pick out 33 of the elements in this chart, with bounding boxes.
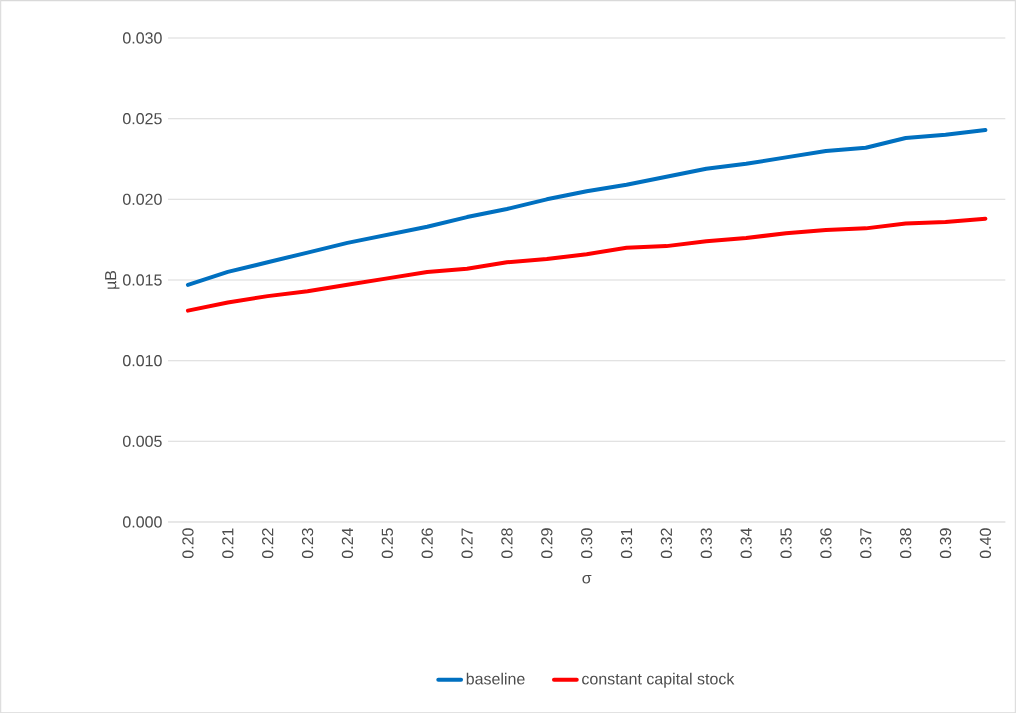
- x-tick-label: 0.30: [581, 528, 593, 558]
- x-tick-label: 0.21: [222, 528, 234, 558]
- y-tick-label: 0.015: [122, 274, 162, 286]
- y-tick-label: 0.000: [122, 516, 162, 528]
- x-tick-label: 0.33: [700, 528, 712, 558]
- x-tick-label: 0.34: [740, 527, 752, 558]
- x-tick-label: 0.31: [620, 528, 633, 558]
- x-tick-label: 0.32: [660, 528, 673, 558]
- y-tick-label: 0.030: [122, 32, 162, 44]
- legend-label: constant capital stock: [582, 672, 735, 688]
- y-tick-label: 0.010: [122, 354, 162, 367]
- x-tick-label: 0.36: [820, 528, 832, 558]
- x-tick-label: 0.28: [501, 528, 513, 558]
- x-tick-label: 0.35: [780, 528, 792, 558]
- y-tick-label: 0.020: [122, 193, 162, 205]
- x-axis-title: σ: [582, 574, 592, 584]
- x-tick-label: 0.22: [262, 528, 274, 558]
- line-series: [185, 216, 988, 313]
- y-tick-label: 0.005: [122, 435, 162, 447]
- legend-label: baseline: [466, 672, 525, 685]
- x-tick-label: 0.40: [979, 528, 992, 558]
- x-tick-label: 0.20: [182, 528, 194, 558]
- y-tick-label: 0.025: [122, 112, 162, 125]
- x-tick-label: 0.27: [461, 528, 473, 558]
- x-tick-label: 0.26: [421, 528, 433, 558]
- x-tick-label: 0.37: [860, 528, 872, 558]
- x-tick-label: 0.38: [900, 528, 912, 558]
- x-tick-label: 0.24: [341, 527, 354, 558]
- x-tick-label: 0.25: [381, 528, 393, 558]
- x-tick-label: 0.39: [939, 528, 952, 558]
- y-axis-title: µB: [105, 270, 120, 289]
- x-tick-label: 0.29: [541, 528, 553, 558]
- x-tick-label: 0.23: [301, 528, 314, 558]
